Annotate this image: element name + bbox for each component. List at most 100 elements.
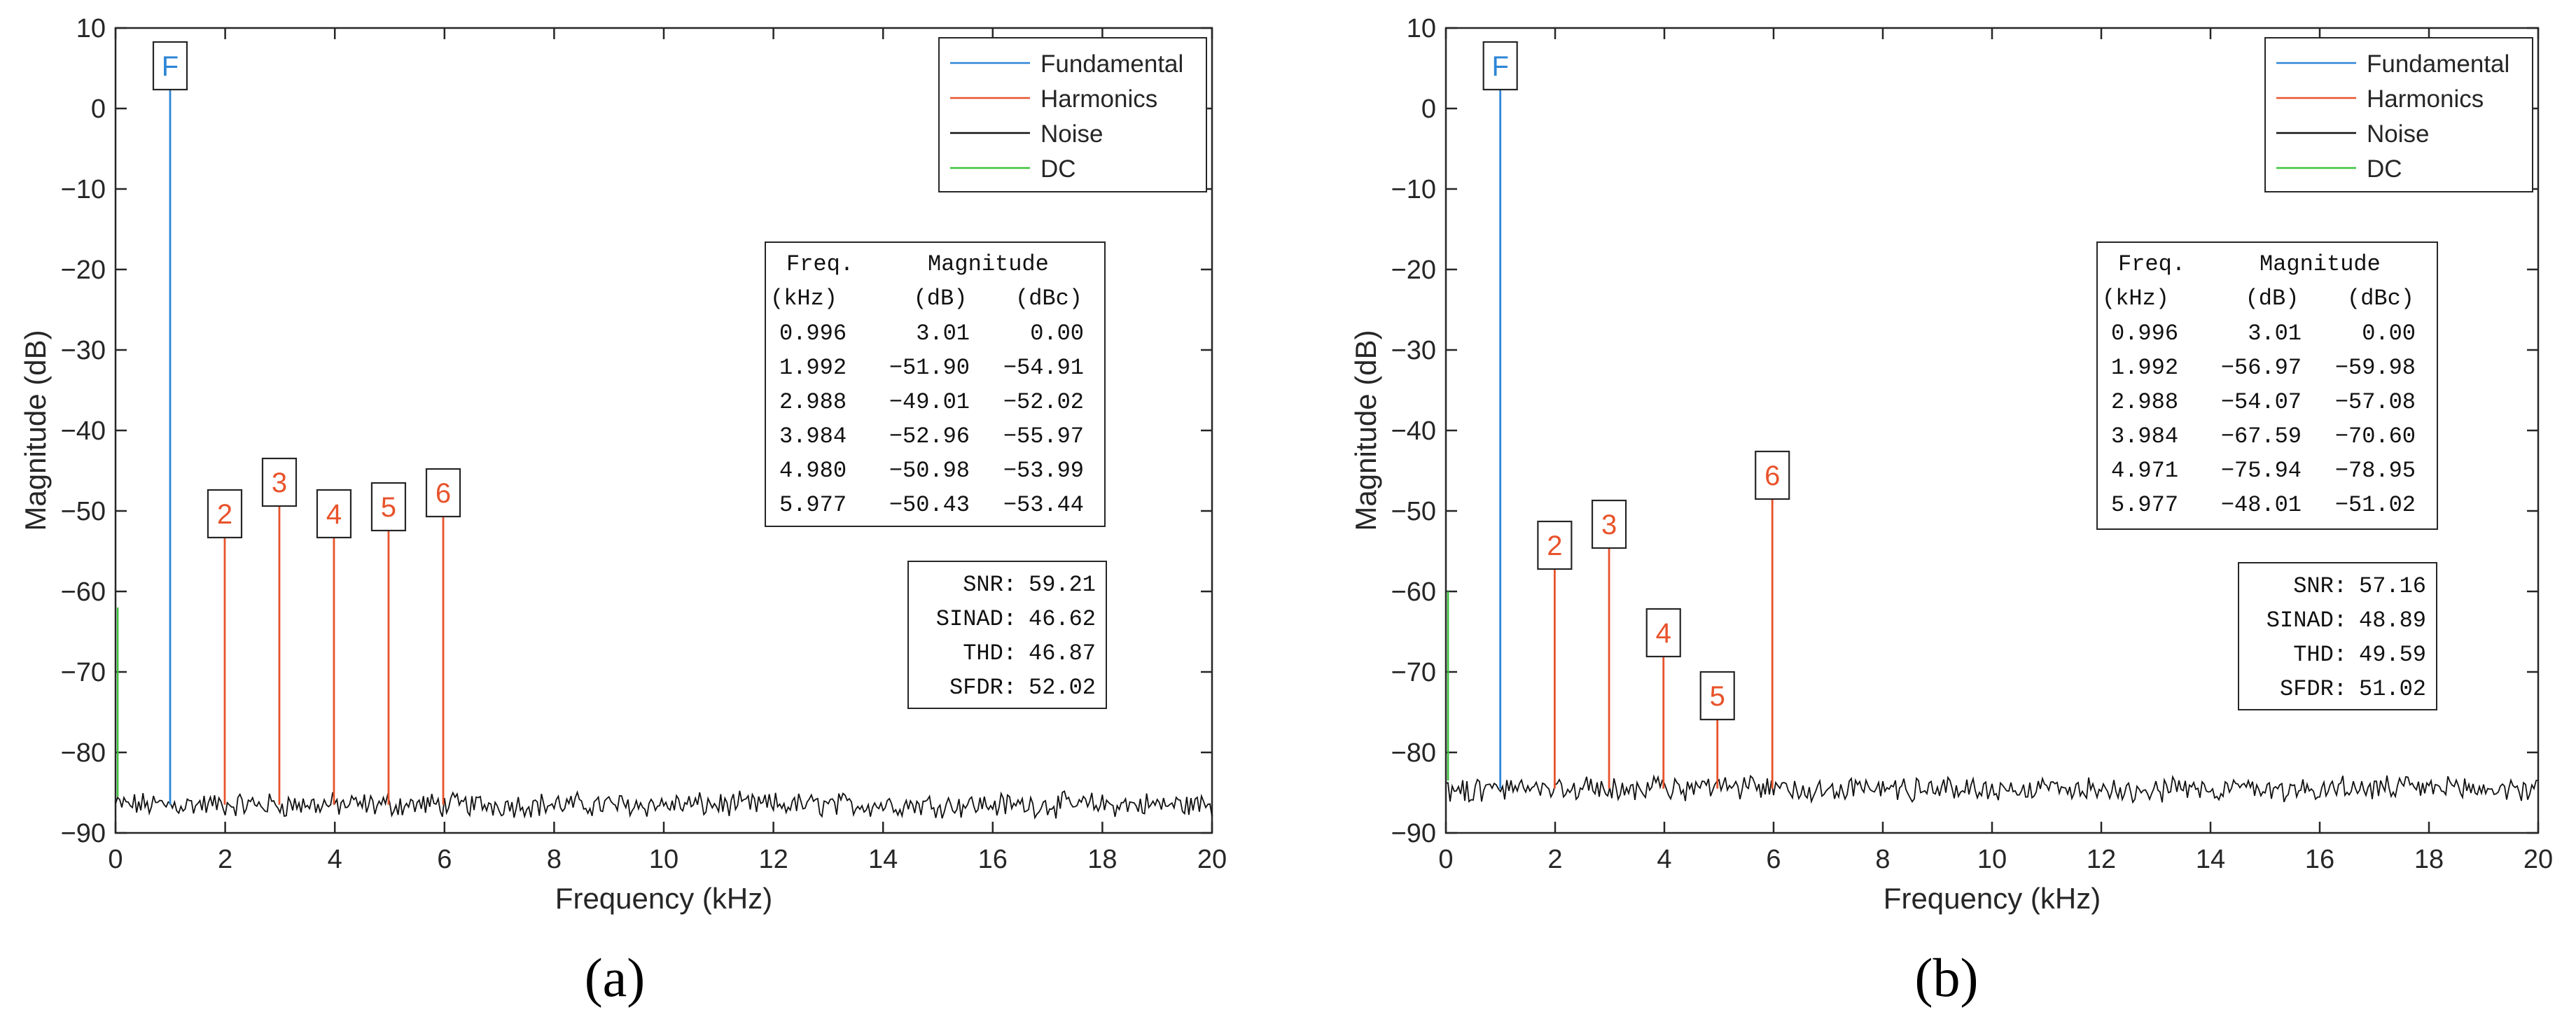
table-cell-freq: 1.992 [779,355,847,381]
y-tick-label: −40 [1391,416,1436,446]
metric-label: SNR: [963,572,1017,598]
harmonic-marker-box [1591,499,1627,549]
table-unit-khz: (kHz) [2102,286,2169,311]
noise-series [115,790,1213,820]
chart-panel-a: 0 2 4 6 8 10 12 14 16 18 20 10 0 −10 −20 −30 −40 −50 −60 −7… [19,14,1227,915]
legend-label: Harmonics [2367,85,2484,113]
caption-b: (b) [1914,947,1979,1008]
x-tick-label: 18 [2414,845,2444,874]
table-cell-db: −67.59 [2221,423,2302,449]
x-tick-label: 0 [108,845,123,874]
metric-value: 46.87 [1029,640,1096,666]
table-cell-db: −56.97 [2221,355,2302,381]
x-tick-label: 6 [1766,845,1781,874]
metric-label: THD: [2293,642,2347,668]
fundamental-marker-box [1482,41,1518,91]
chart-panel-b: 0 2 4 6 8 10 12 14 16 18 20 10 0 −10 −20 −30 −40 −50 −60 −7… [1288,0,2576,1024]
table-cell-db: −48.01 [2221,492,2302,518]
x-tick-label: 0 [1438,845,1453,874]
harmonic-marker-box [1537,520,1573,570]
table-cell-db: −50.98 [889,458,970,484]
table-cell-freq: 3.984 [2111,423,2178,449]
table-cell-dbc: −55.97 [1003,423,1084,449]
table-cell-freq: 4.971 [2111,458,2178,484]
metric-value: 49.59 [2359,642,2426,668]
x-tick-label: 10 [1977,845,2007,874]
harmonic-marker-label: 4 [326,499,342,530]
table-header-freq: Freq. [786,251,854,277]
table-cell-freq: 2.988 [2111,389,2178,415]
harmonic-marker-label: 5 [1710,681,1725,712]
x-tick-label: 12 [2087,845,2116,874]
harmonic-marker-box [316,489,352,539]
x-tick-label: 14 [868,845,898,874]
y-tick-label: −50 [1391,497,1436,526]
y-tick-label: −30 [1391,336,1436,365]
y-tick-label: −90 [1391,819,1436,848]
metric-value: 48.89 [2359,608,2426,633]
table-cell-freq: 5.977 [779,492,847,518]
y-axis-label: Magnitude (dB) [1349,330,1382,531]
metric-label: SINAD: [2267,608,2347,633]
fundamental-marker-box [152,41,188,91]
y-tick-label: −80 [61,738,106,768]
noise-series [1445,774,2539,804]
x-tick-label: 16 [978,845,1008,874]
metric-value: 46.62 [1029,606,1096,632]
table-cell-db: −49.01 [889,389,970,415]
y-tick-label: −60 [1391,577,1436,607]
table-cell-db: −52.96 [889,423,970,449]
table-cell-db: −50.43 [889,492,970,518]
table-cell-dbc: −57.08 [2335,389,2416,415]
caption-a: (a) [584,947,646,1008]
spectrum-chart-b: 0 2 4 6 8 10 12 14 16 18 20 10 0 −10 −20 −30 −40 −50 −60 −7… [1349,14,2553,915]
fundamental-marker-label: F [162,51,179,82]
x-axis-label: Frequency (kHz) [1884,882,2101,915]
harmonics-table-box [765,241,1106,527]
harmonic-marker-label: 3 [272,468,287,498]
table-unit-khz: (kHz) [770,286,837,311]
y-tick-label: −40 [61,416,106,446]
metric-value: 52.02 [1029,675,1096,701]
metric-label: SFDR: [2280,676,2347,702]
harmonic-marker-box [207,489,243,539]
x-tick-label: 2 [218,845,232,874]
table-cell-dbc: 0.00 [1030,321,1084,346]
y-tick-label: −10 [1391,175,1436,204]
table-unit-db: (dB) [2246,286,2299,311]
table-cell-freq: 4.980 [779,458,847,484]
y-tick-label: −70 [61,658,106,687]
table-header-magnitude: Magnitude [928,251,1049,277]
metric-value: 59.21 [1029,572,1096,598]
y-tick-label: 10 [1407,14,1436,43]
legend-label: Fundamental [2367,50,2509,78]
metric-label: THD: [963,640,1017,666]
table-cell-dbc: −70.60 [2335,423,2416,449]
metric-label: SFDR: [949,675,1017,701]
harmonic-marker-label: 2 [217,499,232,530]
x-tick-label: 16 [2305,845,2334,874]
table-cell-dbc: −54.91 [1003,355,1084,381]
table-cell-dbc: −78.95 [2335,458,2416,484]
table-cell-dbc: −52.02 [1003,389,1084,415]
x-tick-label: 8 [547,845,562,874]
table-cell-dbc: −59.98 [2335,355,2416,381]
table-cell-dbc: −53.44 [1003,492,1084,518]
metric-label: SNR: [2293,573,2347,599]
legend-label: Noise [2367,120,2429,148]
x-tick-label: 4 [328,845,342,874]
harmonic-marker-box [1699,671,1735,721]
y-tick-label: 0 [91,94,106,124]
table-cell-freq: 1.992 [2111,355,2178,381]
x-tick-label: 20 [2523,845,2553,874]
x-tick-label: 8 [1875,845,1890,874]
y-tick-label: −90 [61,819,106,848]
x-axis-label: Frequency (kHz) [555,882,772,915]
legend-label: Harmonics [1040,85,1157,113]
harmonic-marker-label: 2 [1547,531,1562,561]
table-unit-dbc: (dBc) [2347,286,2414,311]
harmonic-marker-label: 6 [436,478,451,509]
legend-label: DC [1040,155,1076,183]
table-header-magnitude: Magnitude [2260,251,2381,277]
x-tick-label: 4 [1657,845,1671,874]
